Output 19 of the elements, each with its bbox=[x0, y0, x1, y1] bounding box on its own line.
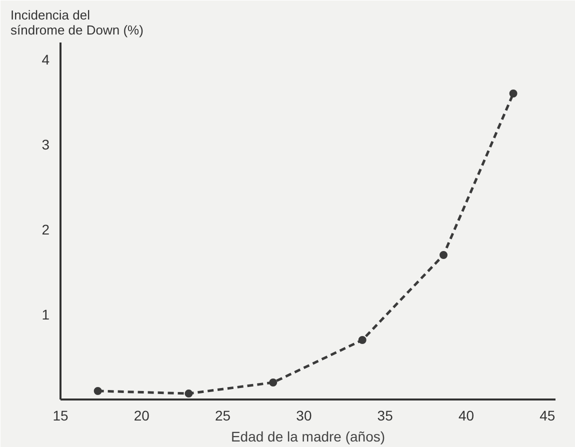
point bbox=[184, 390, 193, 398]
x-tick-label: 40 bbox=[458, 408, 474, 424]
x-tick-label: 30 bbox=[296, 408, 312, 424]
x-tick-label: 20 bbox=[134, 408, 150, 424]
x-tick-label: 25 bbox=[215, 408, 231, 424]
x-tick-label: 15 bbox=[52, 408, 68, 424]
y-axis-title: Incidencia del síndrome de Down (%) bbox=[10, 8, 144, 38]
point bbox=[440, 251, 448, 259]
y-tick-label: 1 bbox=[42, 306, 50, 322]
y-tick-label: 3 bbox=[42, 136, 50, 152]
y-tick-label: 4 bbox=[42, 52, 50, 68]
y-tick-label: 2 bbox=[42, 222, 50, 238]
point bbox=[358, 336, 366, 344]
x-tick-label: 45 bbox=[540, 408, 556, 424]
point bbox=[94, 387, 102, 395]
point bbox=[269, 378, 278, 386]
x-axis-title: Edad de la madre (años) bbox=[230, 428, 386, 444]
x-tick-label: 35 bbox=[377, 408, 394, 424]
point bbox=[509, 90, 518, 98]
